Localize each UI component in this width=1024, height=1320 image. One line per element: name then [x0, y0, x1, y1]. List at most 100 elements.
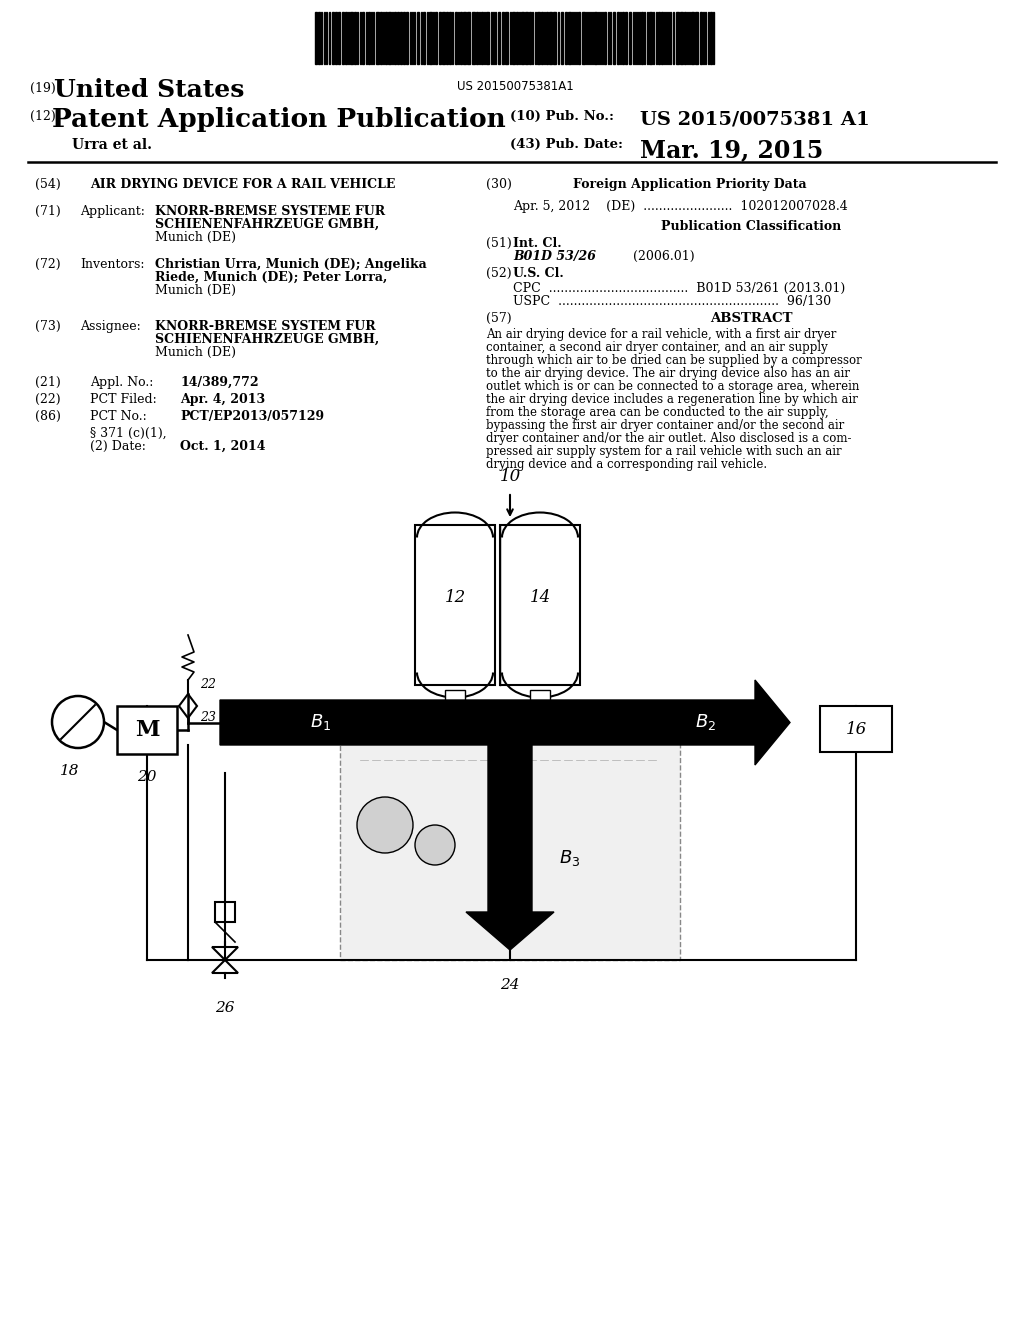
- Bar: [423, 12, 425, 63]
- Text: PCT No.:: PCT No.:: [90, 411, 146, 422]
- Bar: [342, 12, 344, 63]
- Text: US 20150075381A1: US 20150075381A1: [457, 81, 573, 92]
- Bar: [676, 12, 679, 63]
- Text: to the air drying device. The air drying device also has an air: to the air drying device. The air drying…: [486, 367, 850, 380]
- Text: Applicant:: Applicant:: [80, 205, 144, 218]
- Text: (21): (21): [35, 376, 60, 389]
- Bar: [345, 12, 347, 63]
- Text: (52): (52): [486, 267, 512, 280]
- Text: 10: 10: [500, 469, 520, 484]
- Text: U.S. Cl.: U.S. Cl.: [513, 267, 564, 280]
- Text: Patent Application Publication: Patent Application Publication: [52, 107, 506, 132]
- Bar: [350, 12, 353, 63]
- Text: (10) Pub. No.:: (10) Pub. No.:: [510, 110, 614, 123]
- Bar: [338, 12, 340, 63]
- Text: B01D 53/26: B01D 53/26: [513, 249, 596, 263]
- Bar: [561, 12, 563, 63]
- Text: container, a second air dryer container, and an air supply: container, a second air dryer container,…: [486, 341, 827, 354]
- Text: $\mathit{B}_2$: $\mathit{B}_2$: [695, 711, 716, 731]
- Bar: [446, 12, 449, 63]
- Bar: [455, 12, 457, 63]
- Bar: [380, 12, 382, 63]
- Text: dryer container and/or the air outlet. Also disclosed is a com-: dryer container and/or the air outlet. A…: [486, 432, 852, 445]
- Bar: [486, 12, 489, 63]
- Text: (73): (73): [35, 319, 60, 333]
- Bar: [463, 12, 466, 63]
- Bar: [521, 12, 524, 63]
- Text: (30): (30): [486, 178, 512, 191]
- Bar: [415, 525, 495, 685]
- Text: $\mathit{B}_1$: $\mathit{B}_1$: [310, 711, 331, 731]
- Bar: [505, 12, 508, 63]
- Text: 23: 23: [200, 711, 216, 723]
- Bar: [445, 690, 465, 710]
- Bar: [568, 12, 571, 63]
- Text: 14/389,772: 14/389,772: [180, 376, 259, 389]
- Bar: [530, 690, 550, 710]
- Text: (72): (72): [35, 257, 60, 271]
- Text: (71): (71): [35, 205, 60, 218]
- Text: (57): (57): [486, 312, 512, 325]
- Bar: [695, 12, 698, 63]
- Bar: [617, 12, 618, 63]
- Text: 12: 12: [444, 589, 466, 606]
- Bar: [622, 12, 624, 63]
- Bar: [435, 12, 437, 63]
- Bar: [613, 12, 615, 63]
- Text: Christian Urra, Munich (DE); Angelika: Christian Urra, Munich (DE); Angelika: [155, 257, 427, 271]
- Bar: [340, 741, 680, 960]
- Bar: [354, 12, 356, 63]
- Bar: [318, 12, 319, 63]
- Bar: [549, 12, 552, 63]
- Text: (22): (22): [35, 393, 60, 407]
- Bar: [525, 12, 528, 63]
- Bar: [502, 12, 504, 63]
- Bar: [710, 12, 712, 63]
- Bar: [582, 12, 585, 63]
- Text: 18: 18: [60, 764, 80, 777]
- Text: 22: 22: [200, 678, 216, 690]
- Circle shape: [357, 797, 413, 853]
- Bar: [553, 12, 556, 63]
- Polygon shape: [466, 744, 554, 950]
- Text: 14: 14: [529, 589, 551, 606]
- Text: (43) Pub. Date:: (43) Pub. Date:: [510, 139, 623, 150]
- Text: US 2015/0075381 A1: US 2015/0075381 A1: [640, 110, 869, 128]
- Bar: [565, 12, 567, 63]
- Text: Munich (DE): Munich (DE): [155, 231, 236, 244]
- Bar: [442, 12, 445, 63]
- Text: Appl. No.:: Appl. No.:: [90, 376, 154, 389]
- Bar: [467, 12, 470, 63]
- Bar: [476, 12, 478, 63]
- Text: SCHIENENFAHRZEUGE GMBH,: SCHIENENFAHRZEUGE GMBH,: [155, 333, 379, 346]
- Text: 26: 26: [215, 1001, 234, 1015]
- Bar: [625, 12, 627, 63]
- Bar: [400, 12, 402, 63]
- Text: Riede, Munich (DE); Peter Lorra,: Riede, Munich (DE); Peter Lorra,: [155, 271, 387, 284]
- Bar: [117, 706, 177, 754]
- Bar: [406, 12, 408, 63]
- Bar: [394, 12, 396, 63]
- Bar: [385, 12, 387, 63]
- Text: USPC  .........................................................  96/130: USPC ...................................…: [513, 294, 831, 308]
- Bar: [516, 12, 518, 63]
- Bar: [215, 902, 234, 921]
- Text: Foreign Application Priority Data: Foreign Application Priority Data: [573, 178, 807, 191]
- Text: 24: 24: [501, 978, 520, 993]
- Text: ABSTRACT: ABSTRACT: [710, 312, 793, 325]
- Polygon shape: [220, 680, 790, 766]
- Bar: [820, 706, 892, 752]
- Text: AIR DRYING DEVICE FOR A RAIL VEHICLE: AIR DRYING DEVICE FOR A RAIL VEHICLE: [90, 178, 395, 191]
- Text: § 371 (c)(1),: § 371 (c)(1),: [90, 426, 167, 440]
- Bar: [604, 12, 606, 63]
- Bar: [691, 12, 694, 63]
- Bar: [376, 12, 379, 63]
- Bar: [460, 12, 462, 63]
- Text: Oct. 1, 2014: Oct. 1, 2014: [180, 440, 265, 453]
- Bar: [658, 12, 660, 63]
- Text: United States: United States: [54, 78, 245, 102]
- Text: Urra et al.: Urra et al.: [72, 139, 152, 152]
- Bar: [498, 12, 500, 63]
- Text: 16: 16: [846, 721, 866, 738]
- Bar: [439, 12, 441, 63]
